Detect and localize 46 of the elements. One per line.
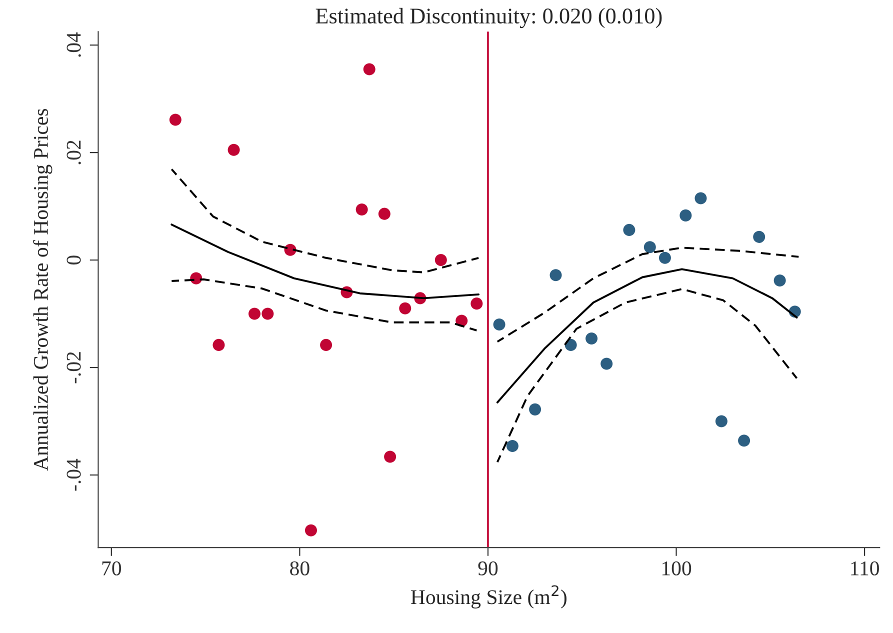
line-series <box>496 288 798 464</box>
point <box>694 192 707 204</box>
point <box>623 224 636 236</box>
point <box>384 450 396 463</box>
point <box>715 415 728 428</box>
point <box>262 308 274 320</box>
point <box>529 403 542 416</box>
point <box>658 252 671 264</box>
x-tick-label: 110 <box>851 561 879 576</box>
y-axis-title: Annualized Growth Rate of Housing Prices <box>33 108 52 471</box>
point <box>356 204 368 216</box>
point <box>753 230 766 243</box>
point <box>434 254 447 266</box>
y-tick-label: .02 <box>66 140 81 164</box>
point <box>169 114 182 126</box>
y-tick-label: -.04 <box>66 458 81 491</box>
point <box>644 241 656 254</box>
line-series <box>170 168 480 274</box>
point <box>378 208 390 220</box>
point <box>493 318 506 331</box>
point <box>320 338 332 351</box>
line-series <box>496 246 800 343</box>
x-tick-label: 70 <box>102 561 122 576</box>
point <box>304 524 318 536</box>
point <box>738 434 750 447</box>
y-tick-label: .04 <box>66 32 81 57</box>
x-tick-label: 90 <box>478 561 498 576</box>
point <box>600 358 613 370</box>
point <box>399 302 412 314</box>
y-tick-label: -.02 <box>66 352 81 384</box>
point <box>774 274 786 286</box>
x-tick-label: 100 <box>662 561 692 576</box>
chart-title: Estimated Discontinuity: 0.020 (0.010) <box>316 8 662 28</box>
point <box>586 332 598 345</box>
point <box>506 440 518 452</box>
point <box>680 209 692 222</box>
line-series <box>170 278 478 332</box>
point <box>228 144 240 156</box>
point <box>470 298 483 310</box>
x-axis-title: Housing Size (m$^{2}$) <box>410 585 566 608</box>
point <box>212 338 225 351</box>
x-tick-label: 80 <box>290 561 310 576</box>
point <box>248 308 261 320</box>
y-tick-label: 0 <box>66 256 81 264</box>
point <box>363 63 376 76</box>
point <box>550 269 562 282</box>
